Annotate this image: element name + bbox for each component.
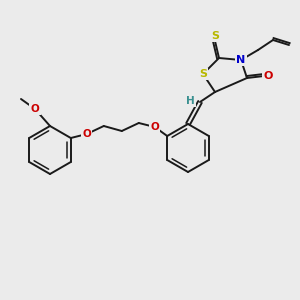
Text: S: S [211, 31, 219, 41]
Text: O: O [82, 129, 91, 139]
Text: O: O [31, 104, 39, 114]
Text: O: O [263, 71, 273, 81]
Text: S: S [199, 69, 207, 79]
Text: N: N [236, 55, 246, 65]
Text: H: H [186, 96, 194, 106]
Text: O: O [150, 122, 159, 132]
